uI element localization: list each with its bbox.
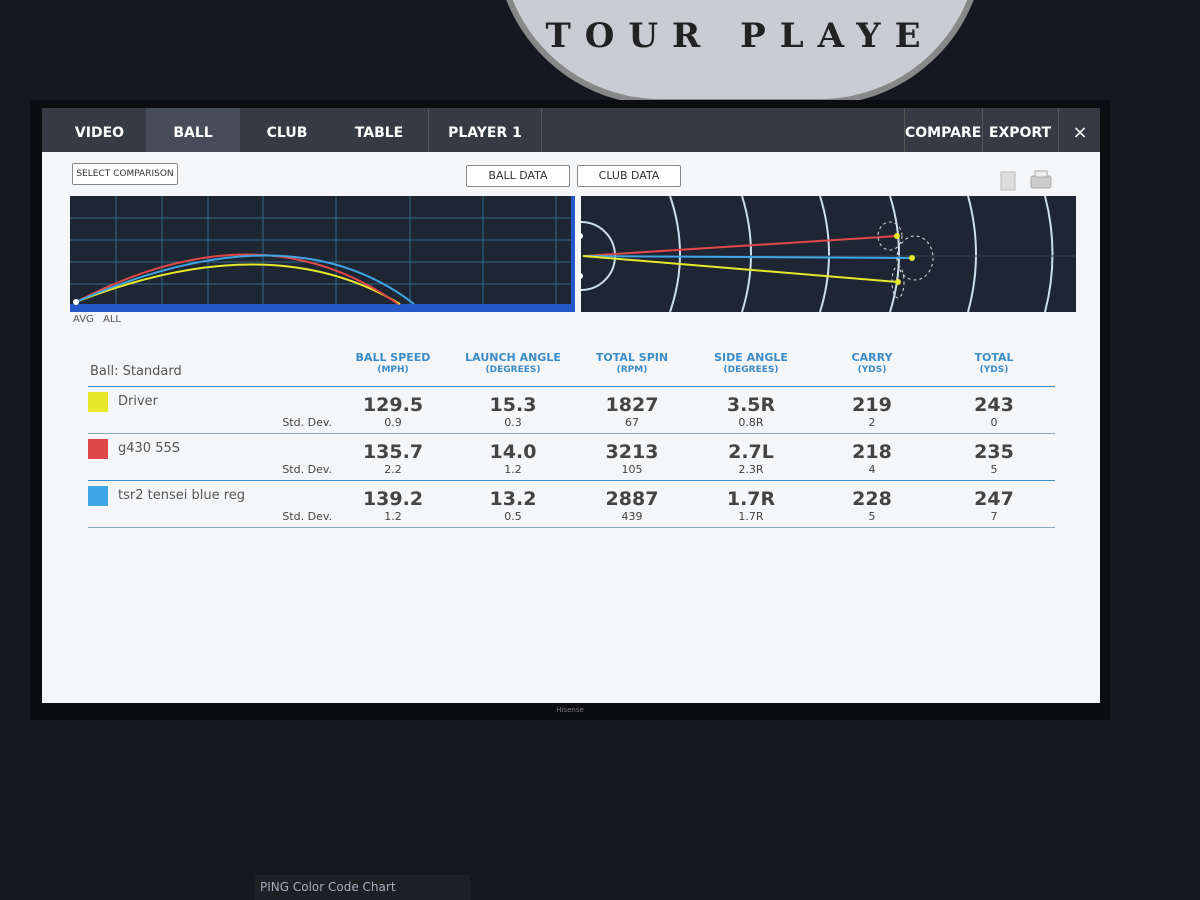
column-header: TOTAL SPIN xyxy=(595,351,669,364)
value: 235 xyxy=(974,441,1014,463)
file-icons xyxy=(1000,170,1052,191)
row-name: g430 55S xyxy=(118,441,180,456)
value: 219 xyxy=(852,394,892,416)
column-header: CARRY xyxy=(851,351,893,364)
std-dev-label: Std. Dev. xyxy=(282,463,332,476)
value: 129.5 xyxy=(362,394,424,416)
nav-action[interactable]: COMPARE xyxy=(904,108,981,152)
active-tab-bg xyxy=(146,108,240,152)
nav-tab[interactable]: VIDEO xyxy=(74,125,125,141)
column-header: SIDE ANGLE xyxy=(714,351,788,364)
value: 243 xyxy=(974,394,1014,416)
std-dev: 2.3R xyxy=(738,463,764,476)
select-comparison-button[interactable]: SELECT COMPARISON xyxy=(72,163,178,185)
std-dev: 0.8R xyxy=(738,416,764,429)
value: 135.7 xyxy=(362,441,424,463)
value: 218 xyxy=(852,441,892,463)
value: 139.2 xyxy=(362,488,424,510)
row-rule xyxy=(88,527,1055,528)
column-unit: (YDS) xyxy=(857,365,887,375)
value: 247 xyxy=(974,488,1014,510)
std-dev: 1.7R xyxy=(738,510,764,523)
screen: VIDEO BALL CLUB TABLE PLAYER 1 COMPARE E… xyxy=(42,108,1100,703)
column-unit: (DEGREES) xyxy=(485,365,541,375)
std-dev: 67 xyxy=(625,416,639,429)
color-swatch xyxy=(88,439,108,459)
monitor-brand: Hisense xyxy=(556,706,584,714)
nav-tab[interactable]: TABLE xyxy=(354,125,404,141)
std-dev-label: Std. Dev. xyxy=(282,510,332,523)
poster: PING Color Code Chart xyxy=(255,875,470,900)
ball-label: Ball: Standard xyxy=(90,364,182,379)
value: 2887 xyxy=(605,488,659,510)
std-dev: 0.5 xyxy=(504,510,522,523)
wall-sign: TOUR PLAYE xyxy=(495,0,985,105)
std-dev: 439 xyxy=(621,510,643,523)
std-dev: 5 xyxy=(990,463,998,476)
column-header: LAUNCH ANGLE xyxy=(465,351,561,364)
nav-action[interactable]: EXPORT xyxy=(982,108,1057,152)
std-dev: 2.2 xyxy=(384,463,402,476)
value: 1.7R xyxy=(726,488,776,510)
std-dev: 1.2 xyxy=(384,510,402,523)
value: 2.7L xyxy=(728,441,774,463)
column-unit: (DEGREES) xyxy=(723,365,779,375)
std-dev: 5 xyxy=(868,510,876,523)
std-dev-label: Std. Dev. xyxy=(282,416,332,429)
std-dev: 0.9 xyxy=(384,416,402,429)
nav-tab[interactable]: BALL xyxy=(173,125,213,141)
value: 14.0 xyxy=(489,441,537,463)
stats-table: Ball: Standard BALL SPEED (MPH) LAUNCH ANG… xyxy=(42,108,1100,703)
row-rule xyxy=(88,433,1055,434)
close-button[interactable]: × xyxy=(1058,108,1100,152)
nav-tab[interactable]: CLUB xyxy=(266,125,308,141)
row-rule xyxy=(88,480,1055,481)
column-header: TOTAL xyxy=(974,351,1014,364)
value: 3213 xyxy=(605,441,659,463)
color-swatch xyxy=(88,392,108,412)
std-dev: 4 xyxy=(868,463,876,476)
std-dev: 2 xyxy=(868,416,876,429)
trajectory-panel xyxy=(70,196,575,312)
header-rule xyxy=(88,386,1055,387)
nav-bar: VIDEO BALL CLUB TABLE PLAYER 1 COMPARE E… xyxy=(42,108,1100,152)
ball-data-button[interactable]: BALL DATA xyxy=(466,165,570,187)
color-swatch xyxy=(88,486,108,506)
std-dev: 0.3 xyxy=(504,416,522,429)
value: 15.3 xyxy=(489,394,537,416)
std-dev: 1.2 xyxy=(504,463,522,476)
nav-tab[interactable]: PLAYER 1 xyxy=(428,108,542,152)
all-label[interactable]: ALL xyxy=(103,314,121,325)
value: 1827 xyxy=(605,394,659,416)
column-header: BALL SPEED xyxy=(355,351,431,364)
row-name: Driver xyxy=(118,394,159,409)
value: 3.5R xyxy=(726,394,776,416)
club-data-button[interactable]: CLUB DATA xyxy=(577,165,681,187)
std-dev: 0 xyxy=(990,416,998,429)
avg-label[interactable]: AVG xyxy=(73,314,94,325)
value: 228 xyxy=(852,488,892,510)
std-dev: 7 xyxy=(990,510,998,523)
shot-charts xyxy=(70,196,1076,312)
value: 13.2 xyxy=(489,488,537,510)
std-dev: 105 xyxy=(621,463,643,476)
column-unit: (YDS) xyxy=(979,365,1009,375)
column-unit: (MPH) xyxy=(377,365,409,375)
column-unit: (RPM) xyxy=(616,365,648,375)
row-name: tsr2 tensei blue reg xyxy=(118,488,246,503)
